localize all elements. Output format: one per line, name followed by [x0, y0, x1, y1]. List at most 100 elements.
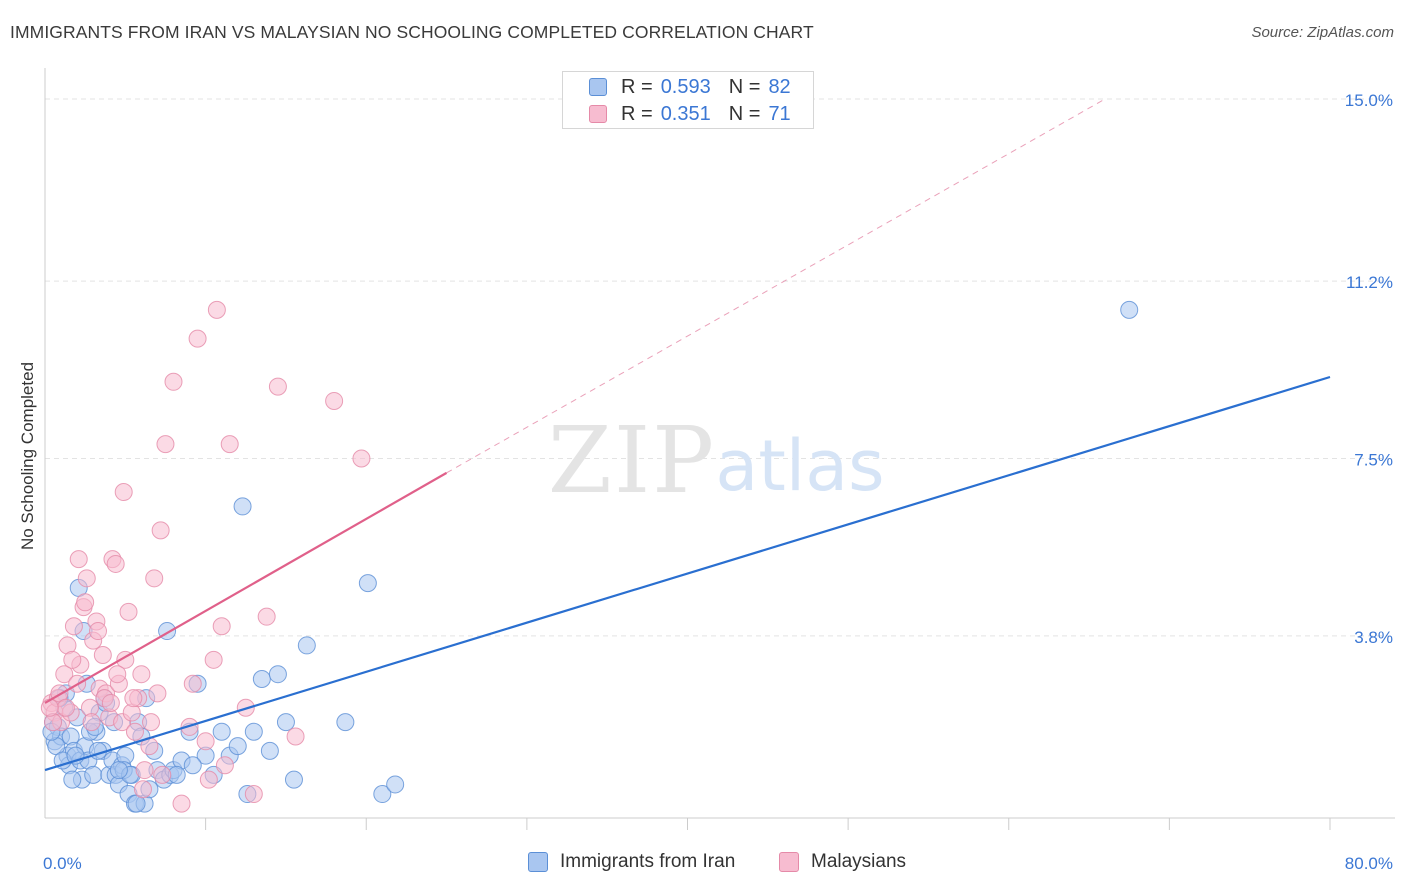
iran-point — [276, 713, 295, 732]
malaysian-point — [188, 329, 207, 348]
malaysian-point — [286, 727, 305, 746]
malaysian-point — [133, 780, 152, 799]
iran-point — [284, 770, 303, 789]
source-label: Source: ZipAtlas.com — [1251, 24, 1394, 41]
r-label: R = — [621, 75, 653, 98]
malaysian-point — [55, 665, 74, 684]
r-label: R = — [621, 102, 653, 125]
malaysian-point — [101, 693, 120, 712]
iran-point — [212, 722, 231, 741]
malaysian-point — [183, 674, 202, 693]
malaysian-point — [119, 602, 138, 621]
legend-label-iran: Immigrants from Iran — [560, 851, 736, 872]
y-axis-label: No Schooling Completed — [18, 362, 37, 550]
y-tick-label: 7.5% — [1354, 450, 1393, 469]
malaysian-point — [82, 713, 101, 732]
n-value-malaysians: 71 — [768, 102, 791, 125]
iran-point — [386, 775, 405, 794]
n-label: N = — [728, 102, 761, 125]
malaysian-point — [204, 650, 223, 669]
series-legend: Immigrants from Iran Malaysians — [0, 851, 1406, 877]
iran-trend-line — [44, 375, 1331, 772]
tick-labels: 3.8% 7.5% 11.2% 15.0% 0.0% 80.0% — [43, 91, 1393, 873]
iran-point — [233, 497, 252, 516]
watermark: ZIP atlas — [548, 407, 885, 514]
iran-point — [63, 770, 82, 789]
legend-row-malaysians: R = 0.351 N = 71 — [589, 102, 791, 126]
malaysian-point — [153, 765, 172, 784]
y-tick-label: 3.8% — [1354, 628, 1393, 647]
malaysian-point — [63, 650, 82, 669]
malaysian-trend-line — [44, 471, 448, 704]
malaysian-point — [199, 770, 218, 789]
malaysian-point — [352, 449, 371, 468]
malaysian-point — [148, 684, 167, 703]
iran-point — [297, 636, 316, 655]
malaysian-point — [244, 785, 263, 804]
malaysian-point — [257, 607, 276, 626]
malaysian-point — [325, 391, 344, 410]
malaysian-point — [132, 665, 151, 684]
watermark-zip: ZIP — [548, 407, 716, 514]
malaysian-point — [69, 550, 88, 569]
malaysian-point — [196, 732, 215, 751]
iran-point — [260, 741, 279, 760]
iran-point — [358, 574, 377, 593]
n-label: N = — [728, 75, 761, 98]
malaysian-point — [108, 665, 127, 684]
iran-point — [84, 765, 103, 784]
legend-row-iran: R = 0.593 N = 82 — [589, 75, 791, 99]
legend-item-malaysians[interactable]: Malaysians — [779, 851, 906, 873]
malaysian-point — [40, 698, 59, 717]
legend-swatch-iran — [528, 852, 548, 872]
malaysian-point — [151, 521, 170, 540]
malaysian-point — [76, 593, 95, 612]
malaysian-point — [89, 622, 108, 641]
malaysian-point — [142, 713, 161, 732]
malaysian-point — [215, 756, 234, 775]
malaysian-point — [220, 435, 239, 454]
malaysian-point — [56, 698, 75, 717]
watermark-atlas: atlas — [715, 425, 884, 507]
iran-point — [183, 756, 202, 775]
n-value-iran: 82 — [768, 75, 791, 98]
gridlines — [45, 98, 1395, 637]
iran-point — [336, 713, 355, 732]
iran-point — [109, 761, 128, 780]
malaysian-point — [268, 377, 287, 396]
malaysian-point — [172, 794, 191, 813]
chart-title: IMMIGRANTS FROM IRAN VS MALAYSIAN NO SCH… — [10, 22, 814, 42]
axes — [44, 68, 1395, 830]
r-value-iran: 0.593 — [660, 75, 711, 98]
malaysian-point — [93, 646, 112, 665]
malaysian-point — [164, 372, 183, 391]
malaysian-point — [106, 554, 125, 573]
x-tick-label: 80.0% — [1345, 854, 1393, 873]
malaysian-point — [125, 722, 144, 741]
legend-label-malaysians: Malaysians — [811, 851, 907, 872]
malaysian-point — [124, 689, 143, 708]
malaysian-point — [207, 300, 226, 319]
y-tick-label: 11.2% — [1346, 273, 1393, 292]
y-tick-label: 15.0% — [1345, 91, 1393, 110]
x-tick-label: 0.0% — [43, 854, 82, 873]
legend-swatch-malaysians — [779, 852, 799, 872]
malaysian-point — [156, 435, 175, 454]
iran-point — [228, 737, 247, 756]
malaysian-trend-extension — [446, 98, 1106, 474]
iran-point — [244, 722, 263, 741]
malaysian-point — [212, 617, 231, 636]
iran-point — [268, 665, 287, 684]
iran-point — [373, 785, 392, 804]
iran-point — [252, 669, 271, 688]
correlation-legend: R = 0.593 N = 82 R = 0.351 N = 71 — [562, 71, 814, 129]
malaysian-point — [77, 569, 96, 588]
legend-swatch-malaysians — [589, 105, 607, 123]
malaysian-point — [145, 569, 164, 588]
legend-item-iran[interactable]: Immigrants from Iran — [528, 851, 735, 873]
data-points — [40, 300, 1139, 813]
iran-point — [1120, 300, 1139, 319]
legend-swatch-iran — [589, 78, 607, 96]
r-value-malaysians: 0.351 — [660, 102, 711, 125]
